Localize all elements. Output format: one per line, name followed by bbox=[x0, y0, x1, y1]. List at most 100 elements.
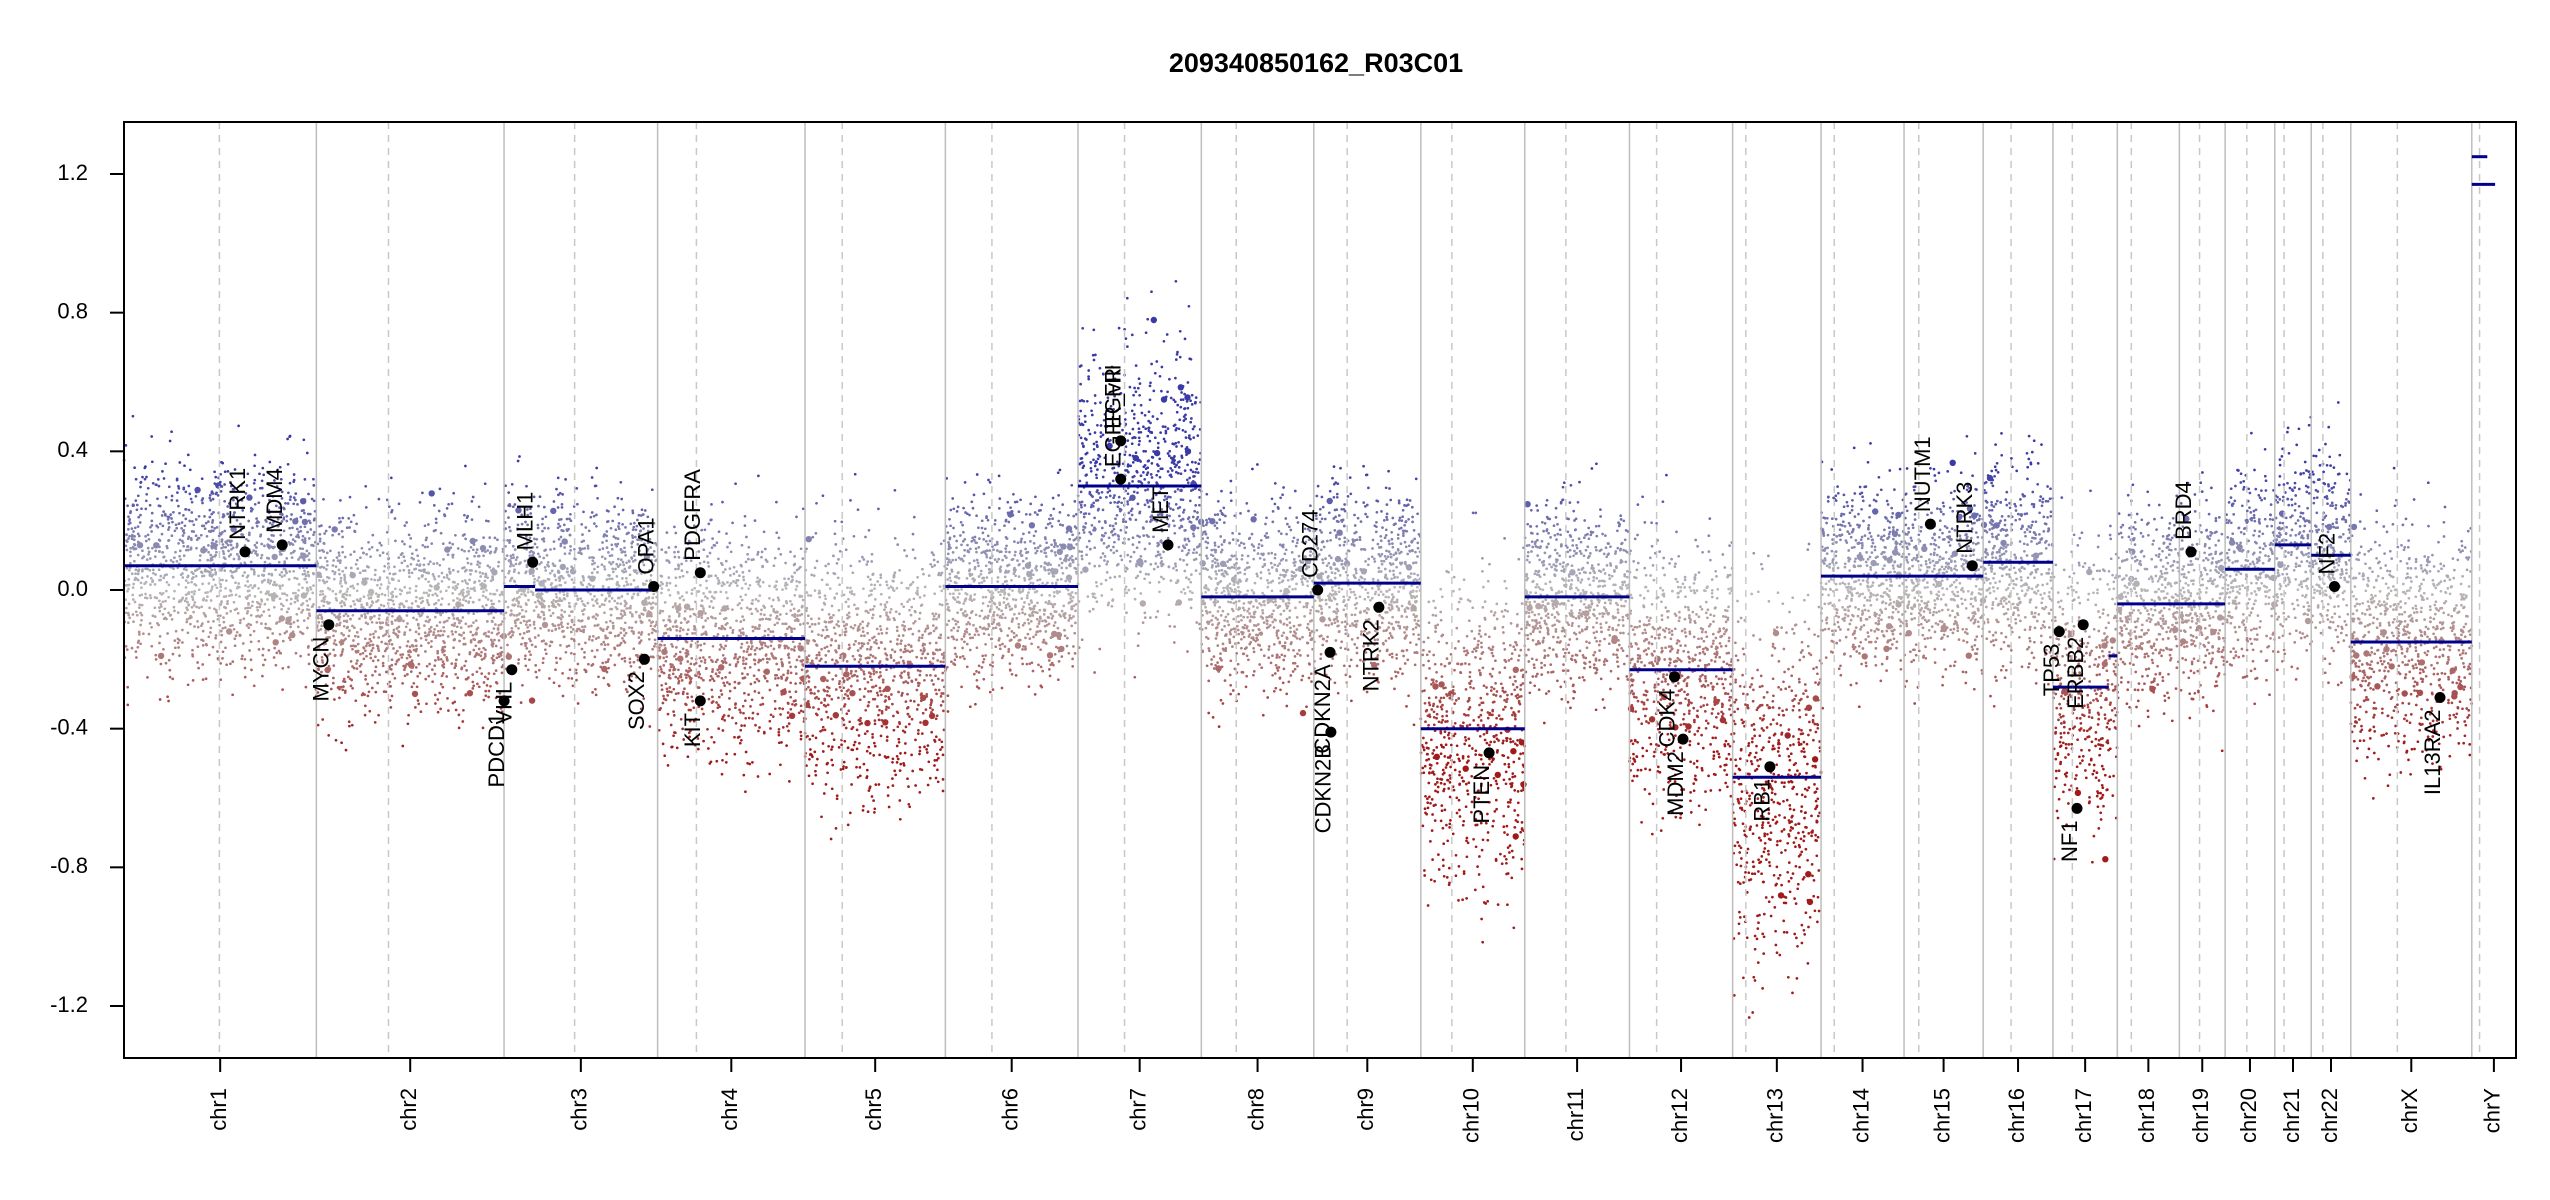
probe-point-2072 bbox=[415, 563, 419, 567]
probe-point-4105 bbox=[677, 614, 681, 618]
probe-point-4516 bbox=[710, 600, 713, 603]
probe-point-4398 bbox=[775, 614, 779, 618]
probe-point-953 bbox=[151, 580, 154, 584]
probe-point-94 bbox=[299, 525, 302, 529]
probe-point-1227 bbox=[167, 521, 171, 525]
probe-point-2502 bbox=[441, 650, 445, 654]
probe-point-1735 bbox=[486, 598, 490, 601]
probe-point-1228 bbox=[306, 554, 309, 558]
probe-point-3563 bbox=[649, 578, 652, 582]
probe-point-1753 bbox=[464, 464, 467, 468]
probe-point-1801 bbox=[489, 592, 492, 596]
probe-point-1963 bbox=[451, 632, 455, 636]
probe-point-910 bbox=[280, 570, 284, 574]
probe-point-1010 bbox=[176, 611, 180, 614]
probe-point-3044 bbox=[588, 556, 591, 559]
probe-point-1435 bbox=[450, 630, 454, 633]
probe-point-2506 bbox=[447, 709, 450, 712]
probe-point-4701 bbox=[906, 600, 909, 604]
probe-point-332 bbox=[299, 654, 302, 658]
probe-point-3758 bbox=[759, 703, 762, 707]
probe-point-1029 bbox=[158, 550, 161, 554]
probe-point-733 bbox=[151, 614, 155, 618]
probe-point-3437 bbox=[541, 529, 544, 533]
probe-point-2384 bbox=[462, 631, 466, 635]
probe-point-1257 bbox=[273, 593, 276, 596]
probe-point-4654 bbox=[835, 794, 839, 798]
probe-point-2905 bbox=[598, 605, 602, 608]
probe-point-2309 bbox=[399, 653, 402, 657]
probe-point-4355 bbox=[702, 592, 705, 595]
probe-point-3430 bbox=[603, 647, 606, 651]
probe-point-1668 bbox=[365, 654, 368, 658]
probe-point-1329 bbox=[358, 617, 361, 621]
probe-point-2078 bbox=[433, 577, 437, 581]
probe-point-3908 bbox=[734, 706, 737, 710]
probe-point-4512 bbox=[674, 675, 678, 679]
probe-point-1481 bbox=[456, 676, 460, 680]
probe-point-1931 bbox=[410, 606, 413, 610]
probe-point-1847 bbox=[339, 640, 343, 643]
probe-point-4779 bbox=[892, 659, 896, 662]
probe-point-3799 bbox=[791, 613, 794, 617]
probe-point-2642 bbox=[528, 658, 531, 662]
probe-point-3372 bbox=[542, 556, 546, 560]
probe-point-3022 bbox=[562, 635, 566, 638]
probe-point-1995 bbox=[427, 594, 430, 598]
probe-point-2283 bbox=[474, 551, 478, 554]
probe-point-2234 bbox=[338, 521, 341, 524]
probe-point-4178 bbox=[768, 688, 772, 692]
probe-point-4749 bbox=[918, 669, 922, 673]
probe-point-2879 bbox=[587, 529, 591, 533]
probe-point-14 bbox=[261, 494, 265, 498]
probe-point-424 bbox=[190, 590, 194, 594]
probe-point-2216 bbox=[333, 639, 337, 642]
probe-point-3772 bbox=[797, 711, 801, 715]
probe-point-1118 bbox=[133, 535, 136, 538]
probe-point-2213 bbox=[339, 582, 342, 585]
probe-point-4528 bbox=[720, 625, 724, 629]
probe-point-3798 bbox=[753, 648, 757, 652]
probe-point-1750 bbox=[474, 570, 478, 573]
probe-point-4851 bbox=[867, 745, 871, 749]
probe-point-2451 bbox=[491, 576, 495, 580]
probe-point-4262 bbox=[796, 609, 800, 613]
probe-point-4682 bbox=[856, 649, 860, 652]
probe-point-1212 bbox=[216, 494, 220, 497]
probe-point-2381 bbox=[376, 681, 380, 685]
probe-point-1420 bbox=[329, 549, 332, 553]
probe-point-3858 bbox=[697, 590, 701, 593]
probe-point-99 bbox=[207, 550, 210, 554]
probe-point-354 bbox=[203, 527, 207, 531]
probe-point-656 bbox=[212, 578, 215, 581]
probe-point-4278 bbox=[709, 518, 713, 522]
probe-point-3020 bbox=[549, 548, 552, 551]
probe-point-4235 bbox=[731, 628, 735, 632]
probe-point-2733 bbox=[517, 627, 520, 630]
probe-point-3794 bbox=[775, 531, 779, 535]
probe-point-876 bbox=[131, 613, 135, 616]
probe-point-3561 bbox=[607, 573, 610, 577]
probe-point-3242 bbox=[542, 617, 546, 621]
probe-point-3440 bbox=[536, 579, 539, 582]
probe-point-2647 bbox=[510, 612, 513, 616]
probe-point-2757 bbox=[577, 642, 581, 646]
probe-point-76 bbox=[275, 469, 279, 472]
probe-point-2930 bbox=[551, 611, 555, 615]
probe-point-1370 bbox=[440, 597, 444, 600]
probe-point-1670 bbox=[409, 537, 413, 540]
probe-point-1020 bbox=[310, 543, 313, 547]
probe-point-3412 bbox=[590, 664, 594, 667]
probe-point-4993 bbox=[828, 694, 831, 698]
probe-point-1261 bbox=[236, 586, 239, 590]
probe-point-987 bbox=[200, 624, 203, 628]
probe-point-4831 bbox=[824, 597, 827, 601]
probe-point-3461 bbox=[600, 555, 604, 559]
probe-point-783 bbox=[268, 614, 271, 618]
probe-point-2331 bbox=[371, 646, 375, 650]
probe-point-955 bbox=[198, 554, 202, 557]
probe-point-3008 bbox=[538, 555, 542, 558]
probe-point-4960 bbox=[928, 712, 936, 720]
probe-point-3653 bbox=[706, 727, 709, 731]
probe-point-2985 bbox=[620, 609, 623, 613]
